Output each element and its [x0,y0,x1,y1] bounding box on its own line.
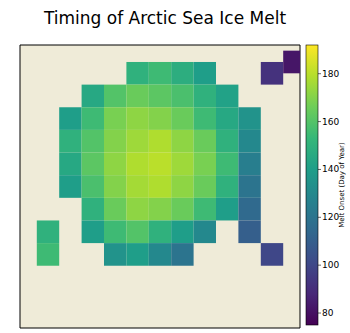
svg-text:160: 160 [322,117,339,127]
svg-text:180: 180 [322,69,339,79]
html-text:Timing of Arctic Sea Ice Melt: Timing of Arctic Sea Ice Melt [43,8,287,28]
svg-text:140: 140 [322,164,339,174]
svg-text:Melt Onset (Day of Year): Melt Onset (Day of Year) [338,142,342,228]
svg-text:100: 100 [322,260,339,270]
svg-text:80: 80 [322,308,334,318]
svg-text:120: 120 [322,212,339,222]
